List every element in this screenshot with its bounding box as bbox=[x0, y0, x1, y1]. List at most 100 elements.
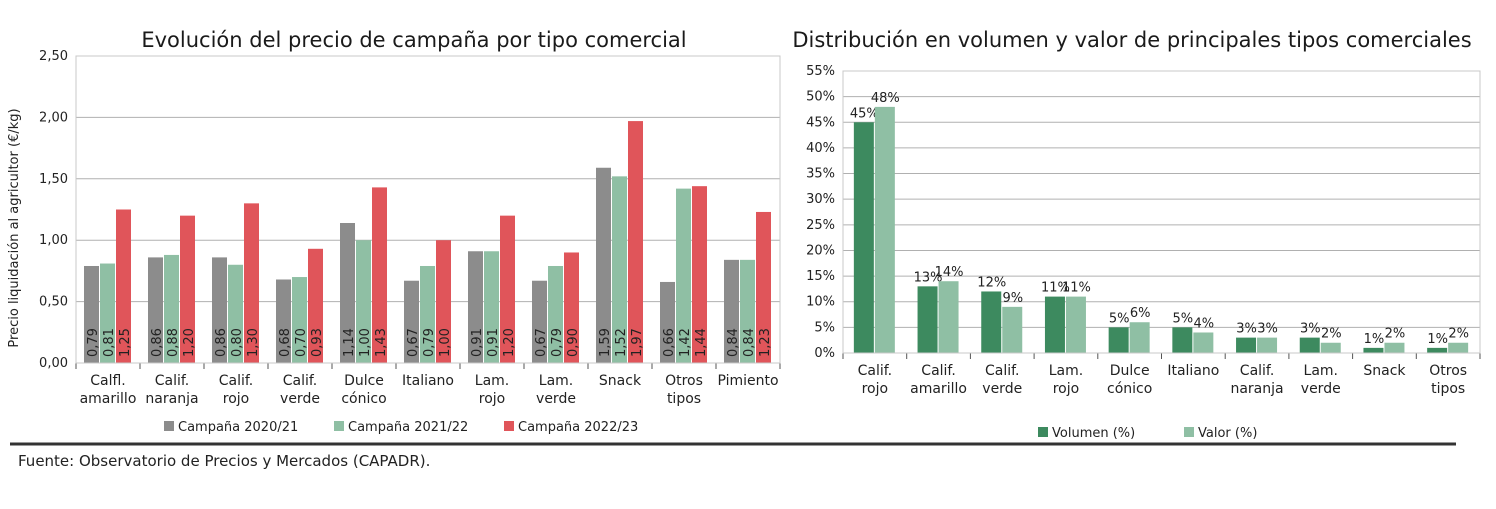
data-label: 0,79 bbox=[422, 328, 437, 357]
data-label: 0,80 bbox=[230, 328, 245, 357]
x-category-label: Italiano bbox=[1167, 363, 1219, 379]
data-label: 1% bbox=[1427, 332, 1448, 347]
bar bbox=[500, 215, 515, 363]
x-category-label: Lam. bbox=[1049, 363, 1083, 379]
bar bbox=[548, 265, 563, 363]
bar bbox=[292, 277, 307, 363]
data-label: 0,90 bbox=[566, 328, 581, 357]
x-category-label: Snack bbox=[1363, 363, 1406, 379]
x-category-label: Calif. bbox=[219, 373, 254, 389]
bar bbox=[244, 203, 259, 363]
bar bbox=[484, 251, 499, 363]
bar bbox=[372, 187, 387, 363]
legend-entry[interactable]: Campaña 2022/23 bbox=[518, 420, 638, 435]
legend-entry[interactable]: Volumen (%) bbox=[1052, 426, 1135, 441]
data-label: 0,84 bbox=[742, 328, 757, 357]
y-tick-label: 40% bbox=[806, 141, 835, 156]
legend-swatch bbox=[334, 421, 344, 431]
bar bbox=[1448, 342, 1469, 353]
x-category-label: rojo bbox=[1053, 381, 1079, 397]
data-label: 2% bbox=[1321, 327, 1342, 342]
x-category-label: naranja bbox=[145, 391, 198, 407]
bar bbox=[532, 280, 547, 363]
data-label: 1,20 bbox=[182, 328, 197, 357]
bar bbox=[356, 240, 371, 363]
x-category-label: Snack bbox=[599, 373, 642, 389]
bar bbox=[724, 259, 739, 363]
data-label: 1,97 bbox=[630, 328, 645, 357]
bar bbox=[308, 248, 323, 363]
bar bbox=[436, 240, 451, 363]
data-label: 1,00 bbox=[438, 328, 453, 357]
data-label: 9% bbox=[1002, 291, 1023, 306]
data-label: 1,20 bbox=[502, 328, 517, 357]
x-category-label: Lam. bbox=[475, 373, 509, 389]
bar bbox=[740, 259, 755, 363]
data-label: 45% bbox=[850, 106, 879, 121]
data-label: 14% bbox=[935, 265, 964, 280]
data-label: 1,44 bbox=[694, 328, 709, 357]
legend-entry[interactable]: Campaña 2021/22 bbox=[348, 420, 468, 435]
data-label: 0,86 bbox=[214, 328, 229, 357]
legend-swatch bbox=[1184, 427, 1194, 437]
data-label: 1,43 bbox=[374, 328, 389, 357]
data-label: 1% bbox=[1364, 332, 1385, 347]
legend-entry[interactable]: Valor (%) bbox=[1198, 426, 1257, 441]
data-label: 0,66 bbox=[662, 328, 677, 357]
legend-swatch bbox=[504, 421, 514, 431]
bar bbox=[1384, 342, 1405, 353]
x-category-label: Calfl. bbox=[90, 373, 126, 389]
x-category-label: verde bbox=[1301, 381, 1341, 397]
source-note: Fuente: Observatorio de Precios y Mercad… bbox=[18, 452, 431, 470]
y-tick-label: 1,00 bbox=[39, 233, 68, 248]
bar bbox=[180, 215, 195, 363]
x-category-label: cónico bbox=[341, 391, 386, 407]
data-label: 48% bbox=[871, 91, 900, 106]
y-tick-label: 0% bbox=[814, 346, 835, 361]
x-category-label: Calif. bbox=[1240, 363, 1275, 379]
x-category-label: amarillo bbox=[80, 391, 137, 407]
bar bbox=[981, 291, 1002, 353]
y-tick-label: 10% bbox=[806, 295, 835, 310]
data-label: 13% bbox=[914, 270, 943, 285]
legend-entry[interactable]: Campaña 2020/21 bbox=[178, 420, 298, 435]
data-label: 0,88 bbox=[166, 328, 181, 357]
data-label: 1,52 bbox=[614, 328, 629, 357]
data-label: 3% bbox=[1257, 322, 1278, 337]
data-label: 11% bbox=[1041, 281, 1070, 296]
x-category-label: tipos bbox=[667, 391, 701, 407]
bar bbox=[116, 209, 131, 363]
data-label: 1,23 bbox=[758, 328, 773, 357]
bar bbox=[628, 121, 643, 363]
y-tick-label: 2,00 bbox=[39, 110, 68, 125]
data-label: 1,59 bbox=[598, 328, 613, 357]
data-label: 0,67 bbox=[534, 328, 549, 357]
data-label: 1,42 bbox=[678, 328, 693, 357]
bar bbox=[404, 280, 419, 363]
bar bbox=[164, 254, 179, 363]
x-category-label: rojo bbox=[479, 391, 505, 407]
bar bbox=[1193, 332, 1214, 353]
plot-frame bbox=[75, 55, 781, 364]
bar bbox=[1363, 347, 1384, 353]
data-label: 3% bbox=[1236, 322, 1257, 337]
bar bbox=[874, 106, 895, 354]
legend-swatch bbox=[164, 421, 174, 431]
x-category-label: Lam. bbox=[539, 373, 573, 389]
data-label: 4% bbox=[1194, 316, 1215, 331]
bar bbox=[596, 167, 611, 363]
bar bbox=[276, 279, 291, 363]
bar bbox=[1044, 296, 1065, 353]
x-category-label: Calif. bbox=[283, 373, 318, 389]
x-category-label: rojo bbox=[223, 391, 249, 407]
bar bbox=[84, 265, 99, 363]
x-category-label: cónico bbox=[1107, 381, 1152, 397]
data-label: 0,79 bbox=[550, 328, 565, 357]
y-tick-label: 30% bbox=[806, 192, 835, 207]
bar bbox=[660, 281, 675, 363]
data-label: 0,79 bbox=[86, 328, 101, 357]
x-category-label: Calif. bbox=[921, 363, 956, 379]
data-label: 1,14 bbox=[342, 328, 357, 357]
bar bbox=[692, 186, 707, 363]
